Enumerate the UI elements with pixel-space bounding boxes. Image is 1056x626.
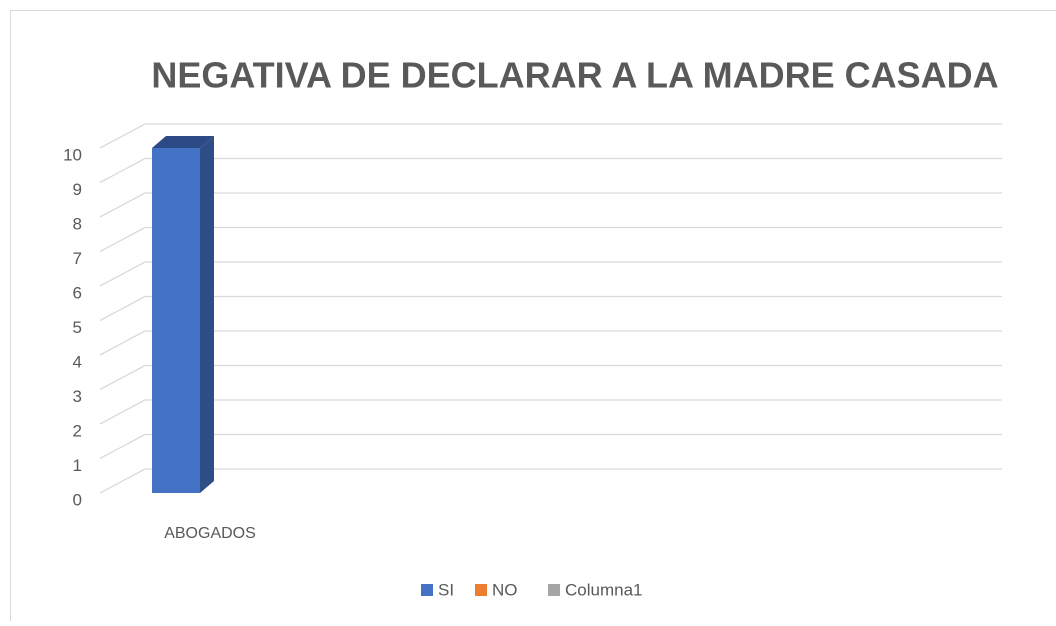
y-tick-label: 9 — [73, 180, 82, 199]
y-tick-label: 8 — [73, 214, 82, 233]
y-tick-label: 10 — [63, 145, 82, 164]
legend-label: SI — [438, 580, 454, 599]
y-tick-label: 1 — [73, 456, 82, 475]
y-tick-label: 5 — [73, 318, 82, 337]
legend-swatch — [548, 584, 560, 596]
chart-title: NEGATIVA DE DECLARAR A LA MADRE CASADA — [151, 55, 998, 96]
y-tick-label: 7 — [73, 249, 82, 268]
bar-side — [200, 136, 214, 493]
y-tick-label: 0 — [73, 490, 82, 509]
legend-label: Columna1 — [565, 580, 643, 599]
bar — [152, 136, 214, 493]
y-tick-label: 2 — [73, 421, 82, 440]
y-tick-label: 4 — [73, 352, 82, 371]
legend-swatch — [421, 584, 433, 596]
legend-swatch — [475, 584, 487, 596]
bar-front — [152, 148, 200, 493]
y-tick-label: 3 — [73, 387, 82, 406]
y-tick-label: 6 — [73, 283, 82, 302]
x-tick-label: ABOGADOS — [164, 525, 256, 542]
legend-label: NO — [492, 580, 518, 599]
